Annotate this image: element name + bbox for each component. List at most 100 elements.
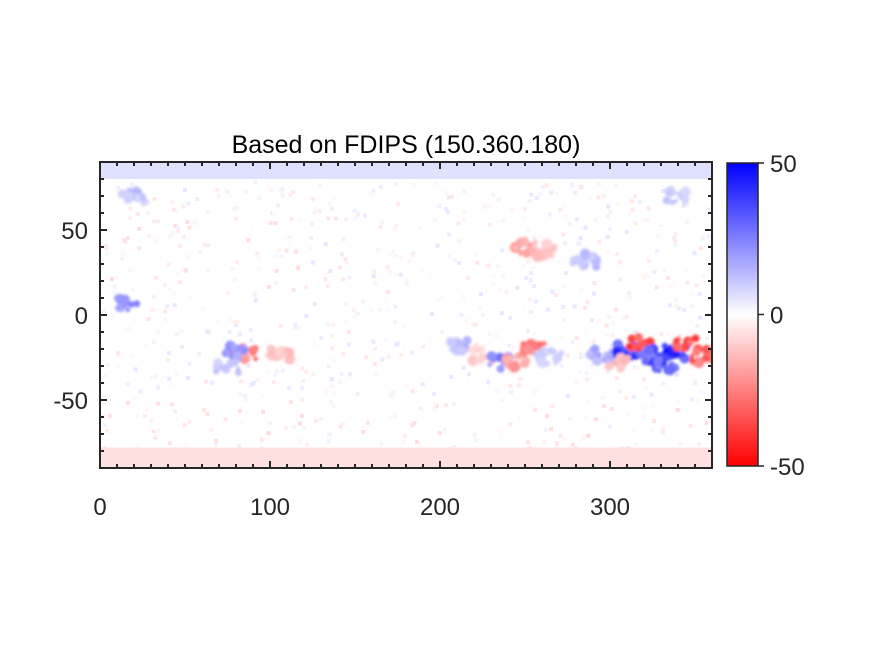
noise-cell: [251, 380, 256, 385]
region-spot: [229, 343, 238, 351]
noise-cell: [641, 377, 646, 382]
noise-cell: [695, 399, 700, 404]
noise-cell: [375, 248, 380, 253]
noise-cell: [255, 251, 260, 256]
region-spot: [532, 239, 538, 245]
noise-cell: [249, 382, 254, 387]
region-spot: [221, 348, 231, 358]
noise-cell: [390, 390, 395, 395]
noise-cell: [104, 246, 109, 251]
region-spot: [487, 362, 493, 368]
noise-cell: [596, 195, 601, 200]
noise-cell: [554, 441, 559, 446]
noise-cell: [304, 369, 309, 374]
region-spot: [547, 347, 555, 355]
noise-cell: [280, 190, 285, 195]
noise-cell: [634, 442, 639, 447]
noise-cell: [363, 227, 368, 232]
noise-cell: [178, 280, 183, 285]
noise-cell: [243, 397, 248, 402]
noise-cell: [613, 307, 618, 312]
noise-cell: [644, 386, 649, 391]
noise-cell: [461, 365, 466, 370]
noise-cell: [681, 226, 686, 231]
noise-cell: [182, 423, 187, 428]
noise-cell: [301, 418, 306, 423]
noise-cell: [600, 395, 605, 400]
noise-cell: [547, 212, 552, 217]
noise-cell: [128, 268, 133, 273]
noise-cell: [640, 405, 645, 410]
noise-cell: [499, 311, 504, 316]
noise-cell: [175, 225, 180, 230]
region-spot: [474, 346, 481, 352]
noise-cell: [551, 219, 556, 224]
noise-cell: [329, 399, 334, 404]
noise-cell: [284, 248, 289, 253]
noise-cell: [505, 252, 510, 257]
noise-cell: [115, 353, 120, 358]
region-spot: [541, 247, 547, 252]
noise-cell: [624, 327, 629, 332]
noise-cell: [630, 267, 635, 272]
noise-cell: [478, 292, 483, 297]
noise-cell: [305, 442, 310, 447]
noise-cell: [261, 342, 266, 347]
noise-cell: [371, 274, 376, 279]
noise-cell: [449, 374, 454, 379]
noise-cell: [294, 205, 299, 210]
noise-cell: [411, 389, 416, 394]
noise-cell: [549, 190, 554, 195]
noise-cell: [273, 221, 278, 226]
region-spot: [520, 341, 527, 347]
noise-cell: [661, 188, 666, 193]
noise-cell: [343, 257, 348, 262]
noise-cell: [205, 210, 210, 215]
noise-cell: [533, 407, 538, 412]
noise-cell: [153, 300, 158, 305]
noise-cell: [385, 265, 390, 270]
region-spot: [512, 245, 518, 251]
noise-cell: [253, 180, 258, 185]
region-spot: [133, 300, 141, 307]
noise-cell: [457, 239, 462, 244]
noise-cell: [389, 393, 394, 398]
noise-cell: [152, 196, 157, 201]
noise-cell: [201, 307, 206, 312]
noise-cell: [577, 241, 582, 246]
noise-cell: [278, 188, 283, 193]
noise-cell: [675, 372, 680, 377]
noise-cell: [394, 342, 399, 347]
noise-cell: [395, 181, 400, 186]
noise-cell: [105, 367, 110, 372]
region-spot: [221, 365, 231, 374]
noise-cell: [498, 326, 503, 331]
noise-cell: [384, 442, 389, 447]
noise-cell: [676, 306, 681, 311]
noise-cell: [624, 314, 629, 319]
noise-cell: [277, 248, 282, 253]
noise-cell: [542, 439, 547, 444]
noise-cell: [416, 374, 421, 379]
noise-cell: [605, 234, 610, 239]
noise-cell: [606, 249, 611, 254]
noise-cell: [215, 188, 220, 193]
noise-cell: [607, 227, 612, 232]
noise-cell: [637, 199, 642, 204]
noise-cell: [473, 253, 478, 258]
noise-cell: [329, 377, 334, 382]
noise-cell: [396, 201, 401, 206]
noise-cell: [132, 395, 137, 400]
noise-cell: [102, 310, 107, 315]
noise-cell: [172, 207, 177, 212]
noise-cell: [491, 281, 496, 286]
x-tick-label: 100: [250, 494, 290, 521]
region-spot: [607, 353, 615, 361]
noise-cell: [698, 315, 703, 320]
noise-cell: [504, 289, 509, 294]
noise-cell: [695, 323, 700, 328]
region-spot: [522, 248, 532, 258]
noise-cell: [420, 382, 425, 387]
noise-cell: [477, 305, 482, 310]
